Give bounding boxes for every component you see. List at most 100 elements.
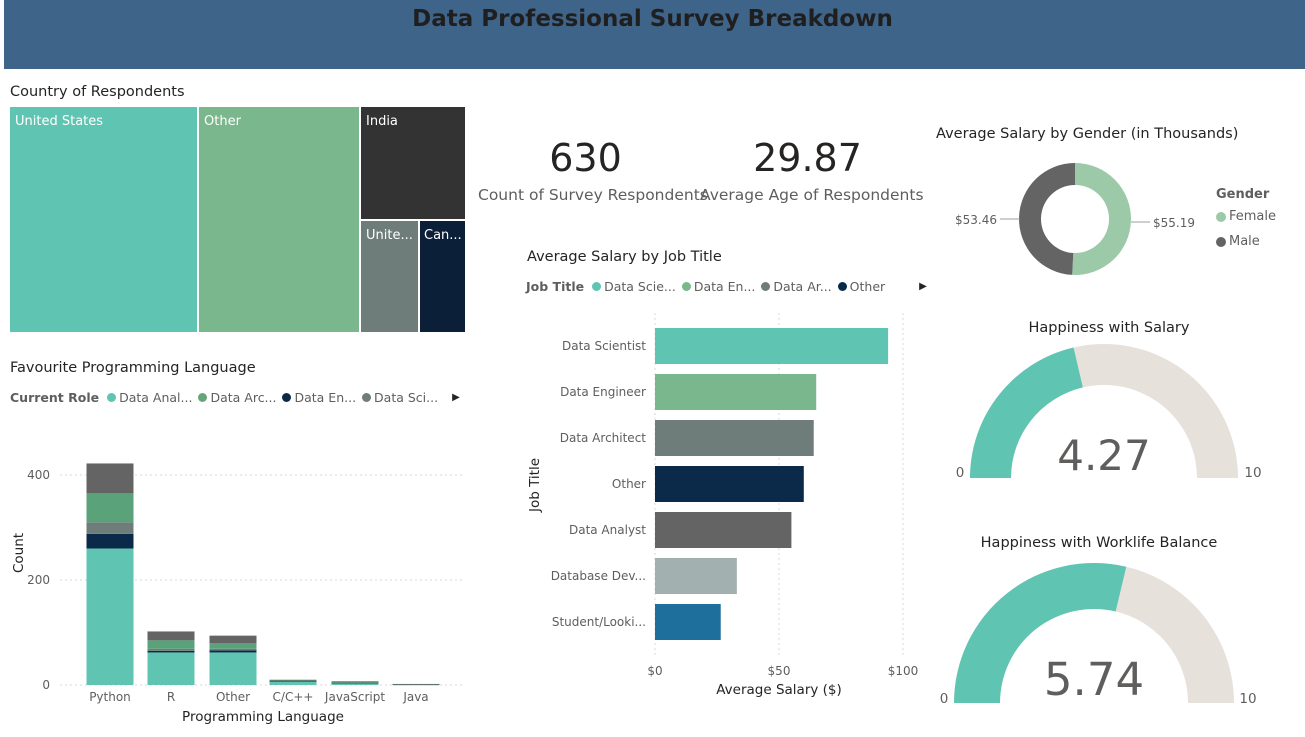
treemap-label-united-kingdom: Unite... — [366, 228, 413, 243]
bar-segment[interactable] — [147, 631, 195, 641]
header-bar — [4, 0, 1305, 69]
legend-dot — [592, 282, 602, 291]
bar-segment[interactable] — [86, 548, 134, 686]
treemap-tile-other[interactable] — [199, 107, 359, 332]
job-legend-title: Job Title — [526, 279, 585, 294]
bar-segment[interactable] — [147, 652, 195, 685]
page-title: Data Professional Survey Breakdown — [412, 6, 893, 32]
kpi-respondents-value: 630 — [549, 136, 622, 180]
legend-dot — [282, 393, 292, 402]
bar-segment[interactable] — [209, 648, 257, 651]
legend-item-other[interactable]: Other — [837, 279, 886, 294]
bar-segment[interactable] — [209, 635, 257, 643]
bar-segment[interactable] — [147, 648, 195, 651]
legend-item-male[interactable]: Male — [1216, 234, 1260, 249]
lang-cat-python: Python — [89, 690, 131, 704]
legend-next-arrow-icon[interactable]: ▶ — [919, 281, 927, 292]
job-bar[interactable] — [655, 604, 721, 640]
kpi-respondents-label: Count of Survey Respondents — [478, 186, 708, 204]
job-cat-data-architect: Data Architect — [560, 431, 647, 445]
legend-dot — [761, 282, 771, 291]
legend-dot — [198, 393, 208, 402]
legend-label: Other — [849, 279, 886, 294]
bar-segment[interactable] — [147, 650, 195, 653]
legend-dot — [1216, 236, 1226, 247]
legend-item-data-architect[interactable]: Data Arc... — [198, 390, 276, 405]
legend-item-data-analyst[interactable]: Data Anal... — [107, 390, 192, 405]
salary-by-gender-donut: $55.19 $53.46 — [955, 163, 1195, 275]
donut-slice-female[interactable] — [1072, 163, 1131, 275]
gauge2-fill[interactable] — [954, 563, 1127, 703]
job-bar[interactable] — [655, 558, 737, 594]
job-bar[interactable] — [655, 512, 792, 548]
job-legend: Job Title Data Scie... Data En... Data A… — [526, 279, 927, 294]
legend-item-female[interactable]: Female — [1216, 209, 1276, 224]
legend-dot — [362, 393, 372, 402]
job-x-tick-50: $50 — [768, 664, 791, 678]
bar-segment[interactable] — [209, 650, 257, 653]
language-chart-title: Favourite Programming Language — [10, 360, 256, 376]
treemap-tile-united-states[interactable] — [10, 107, 197, 332]
legend-item-data-engineer[interactable]: Data En... — [282, 390, 356, 405]
bar-segment[interactable] — [86, 493, 134, 523]
gender-chart-title: Average Salary by Gender (in Thousands) — [936, 126, 1239, 142]
gauge2-max: 10 — [1239, 691, 1256, 707]
legend-item-data-scientist[interactable]: Data Sci... — [362, 390, 438, 405]
lang-cat-other: Other — [216, 690, 250, 704]
treemap-label-india: India — [366, 114, 398, 129]
legend-dot — [1216, 211, 1226, 222]
bar-segment[interactable] — [86, 463, 134, 494]
gauge1-title: Happiness with Salary — [1028, 320, 1190, 336]
bar-segment[interactable] — [86, 522, 134, 534]
bar-segment[interactable] — [209, 643, 257, 649]
bar-segment[interactable] — [331, 682, 379, 685]
legend-label: Data Ar... — [773, 279, 832, 294]
legend-dot — [107, 393, 117, 402]
legend-item-data-architect[interactable]: Data Ar... — [761, 279, 832, 294]
gauge1-fill[interactable] — [970, 347, 1083, 478]
bar-segment[interactable] — [331, 681, 379, 683]
gauge1-min: 0 — [956, 465, 965, 481]
legend-label: Data En... — [294, 390, 357, 405]
job-bar[interactable] — [655, 466, 804, 502]
bar-segment[interactable] — [269, 680, 317, 682]
treemap-tile-united-kingdom[interactable] — [361, 221, 418, 332]
job-bars — [655, 328, 889, 640]
lang-cat-javascript: JavaScript — [324, 690, 385, 704]
job-y-axis-title: Job Title — [527, 458, 543, 513]
bar-segment[interactable] — [392, 683, 440, 685]
gauge2-value: 5.74 — [1044, 653, 1144, 706]
lang-y-axis-title: Count — [11, 533, 27, 573]
lang-cat-cpp: C/C++ — [273, 690, 314, 704]
job-cat-data-scientist: Data Scientist — [562, 339, 646, 353]
gauge2-title: Happiness with Worklife Balance — [980, 535, 1218, 551]
bar-segment[interactable] — [269, 679, 317, 681]
y-tick-0: 0 — [42, 678, 50, 692]
gauge1-max: 10 — [1244, 465, 1261, 481]
legend-item-data-engineer[interactable]: Data En... — [681, 279, 756, 294]
treemap-tile-india[interactable] — [361, 107, 465, 219]
job-chart-title: Average Salary by Job Title — [527, 249, 722, 265]
bar-segment[interactable] — [331, 681, 379, 683]
job-bar[interactable] — [655, 328, 889, 364]
bar-segment[interactable] — [209, 652, 257, 685]
bar-segment[interactable] — [331, 682, 379, 684]
bar-segment[interactable] — [269, 681, 317, 685]
donut-label-male: $53.46 — [955, 213, 997, 227]
job-bar[interactable] — [655, 420, 814, 456]
legend-next-arrow-icon[interactable]: ▶ — [452, 392, 460, 403]
legend-item-data-scientist[interactable]: Data Scie... — [592, 279, 676, 294]
bar-segment[interactable] — [147, 640, 195, 649]
donut-slice-male[interactable] — [1018, 163, 1075, 275]
lang-x-axis-title: Programming Language — [182, 709, 344, 725]
treemap-tile-canada[interactable] — [420, 221, 465, 332]
legend-label: Data En... — [693, 279, 756, 294]
bar-segment[interactable] — [86, 533, 134, 549]
legend-label: Data Anal... — [119, 390, 193, 405]
legend-label: Male — [1229, 234, 1260, 249]
legend-label: Data Scie... — [604, 279, 676, 294]
job-bar[interactable] — [655, 374, 817, 410]
job-cat-other: Other — [612, 477, 646, 491]
bar-segment[interactable] — [269, 680, 317, 682]
